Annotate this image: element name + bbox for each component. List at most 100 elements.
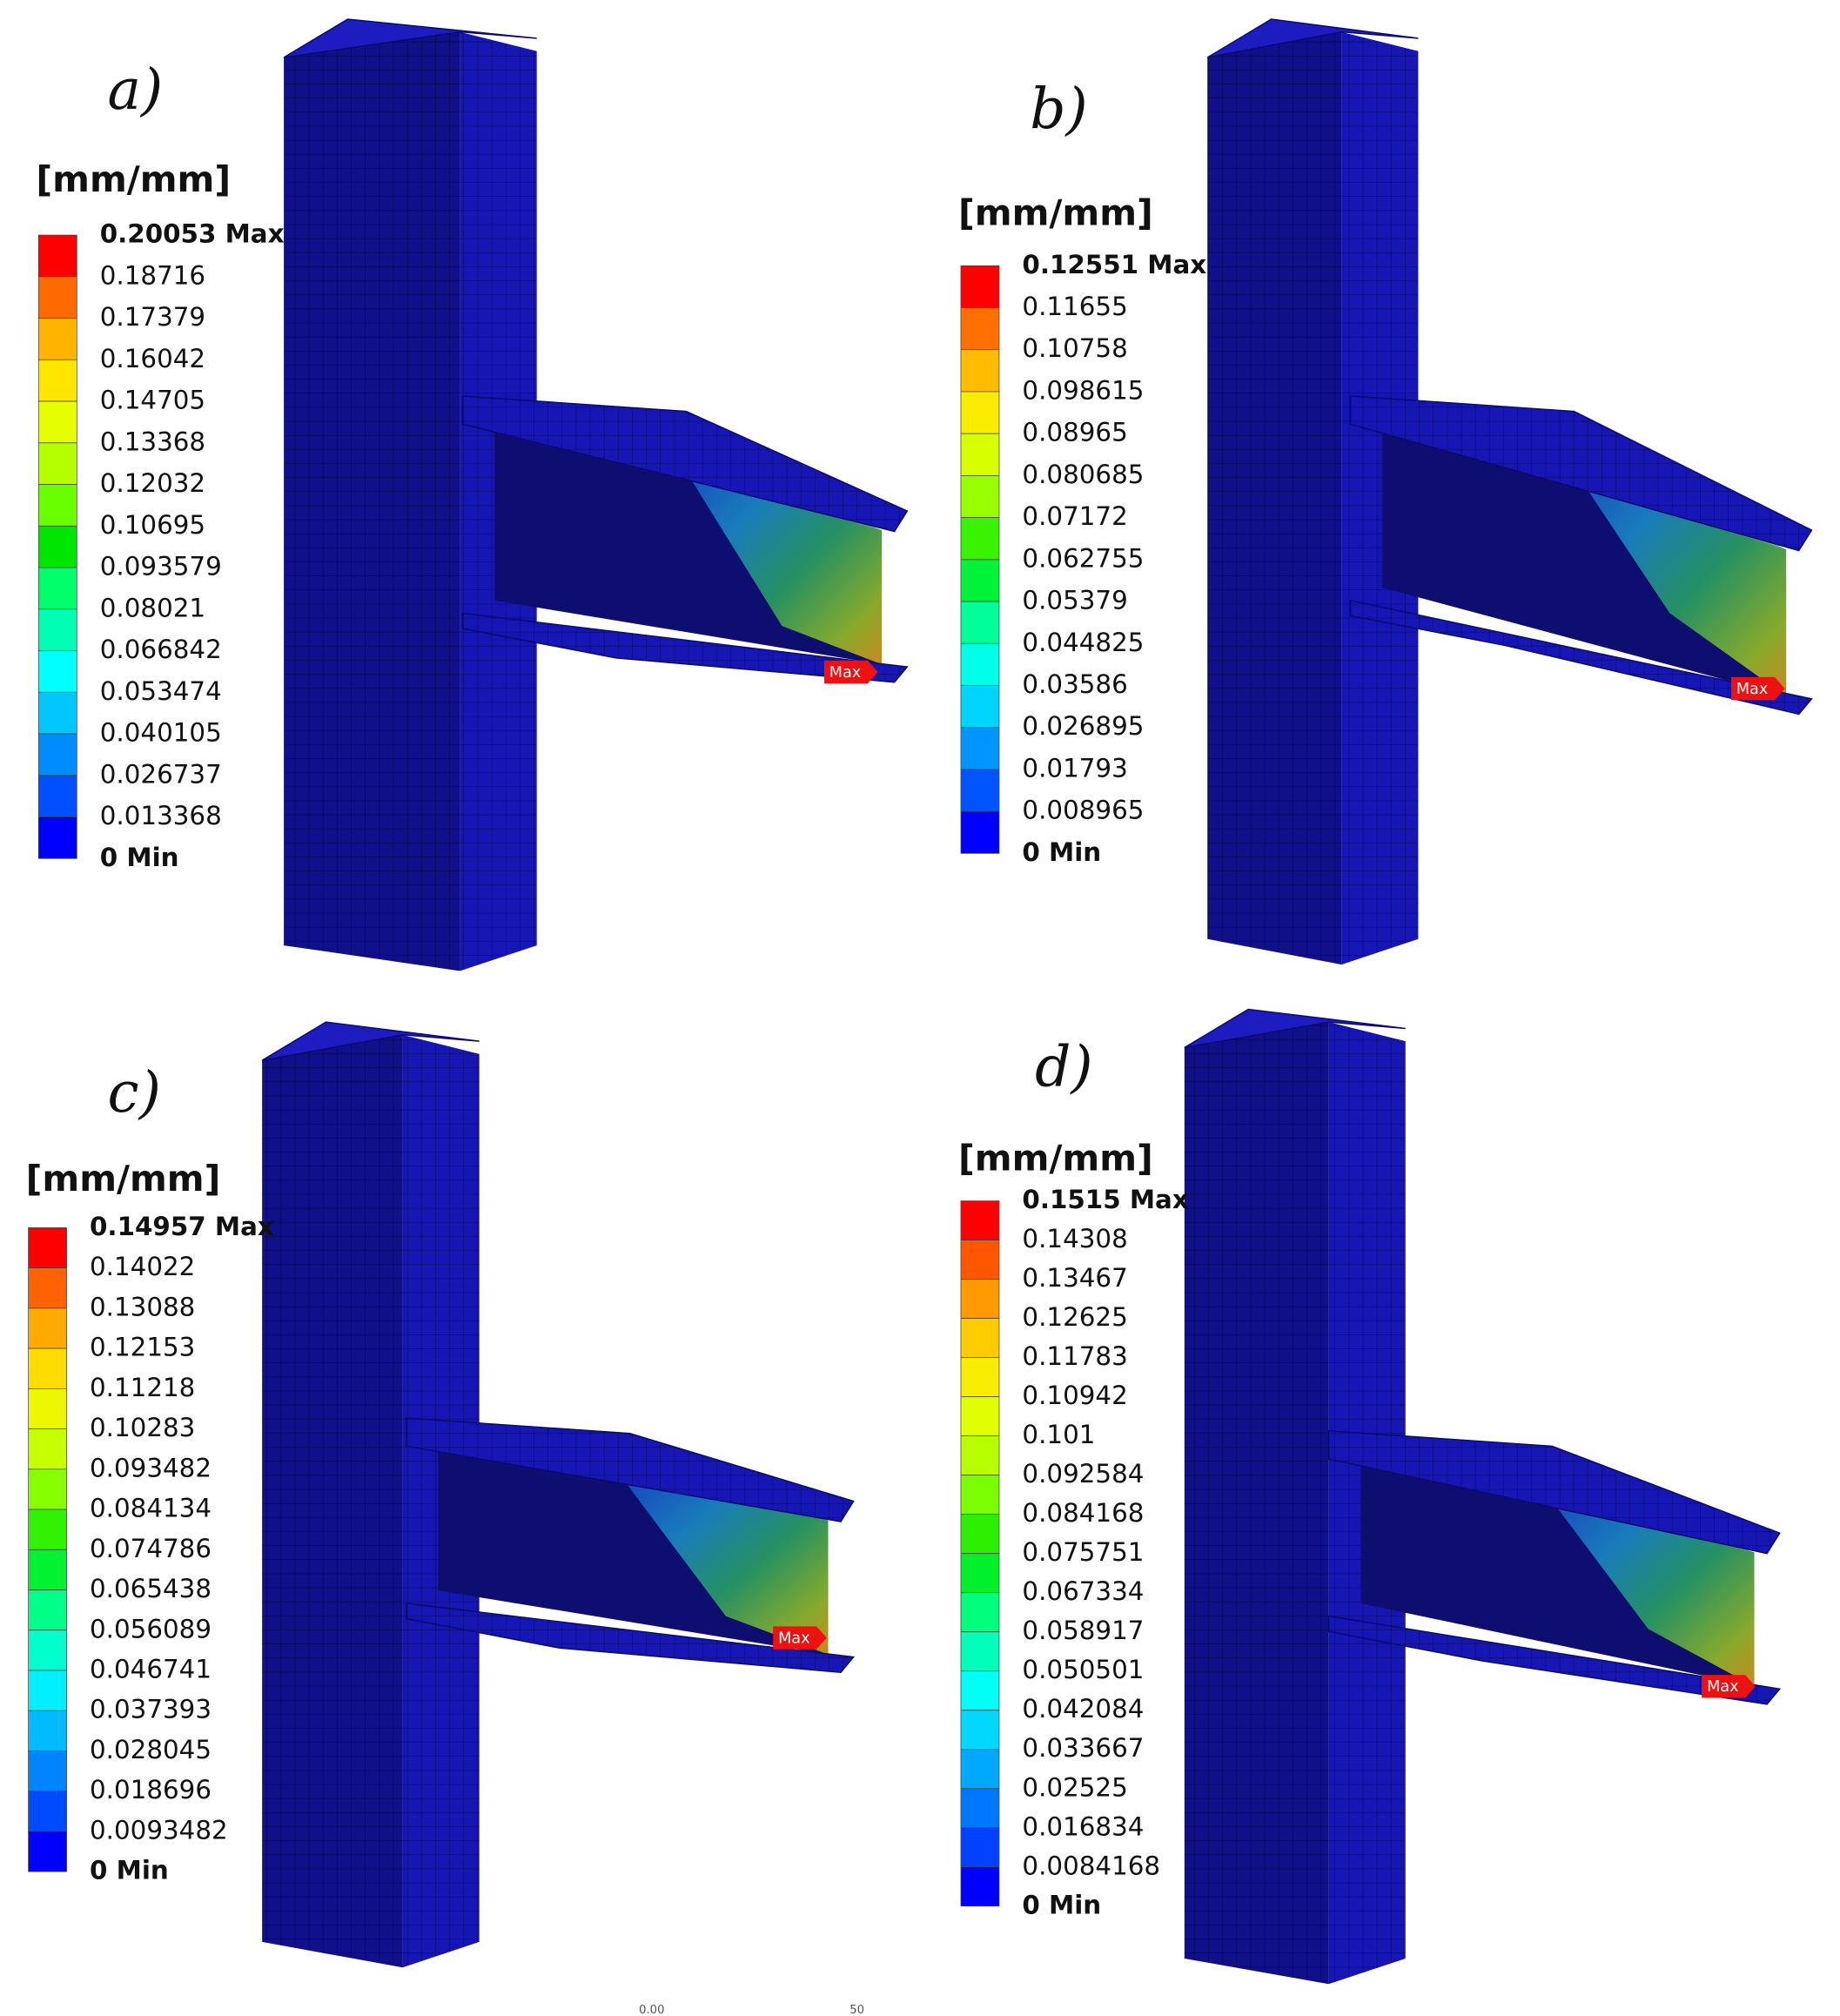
legend-band	[960, 1631, 1000, 1672]
legend-level: 0.14957 Max	[90, 1212, 274, 1241]
scale-label: 50	[849, 2004, 864, 2016]
legend-band	[960, 1788, 1000, 1829]
legend-band	[37, 733, 77, 776]
legend-level: 0.013368	[100, 801, 222, 830]
legend-band	[960, 1396, 1000, 1437]
max-tag: Max	[829, 664, 861, 682]
legend-band	[28, 1509, 67, 1550]
legend-level: 0.026895	[1022, 711, 1144, 741]
panel-label: d)	[1035, 1035, 1093, 1100]
legend-band	[37, 691, 77, 735]
column-top	[1184, 1008, 1406, 1049]
panel-label: c)	[108, 1060, 161, 1126]
max-tag-shape	[1702, 1675, 1756, 1698]
legend-level: 0.07172	[1022, 501, 1127, 531]
legend-band	[960, 349, 1000, 393]
legend-level: 0 Min	[1022, 837, 1101, 867]
legend-band	[960, 1592, 1000, 1633]
legend-band	[960, 769, 1000, 812]
column-front	[284, 31, 460, 971]
legend-level: 0.066842	[100, 635, 222, 664]
legend-band	[37, 567, 77, 610]
legend-level: 0.13368	[100, 427, 205, 456]
beam-top-flange	[1349, 395, 1813, 552]
legend-level: 0.10942	[1022, 1381, 1127, 1410]
legend-level: 0.050501	[1022, 1655, 1144, 1684]
max-tag-shape	[823, 660, 878, 684]
beam-top-flange	[461, 395, 909, 533]
legend-level: 0.037393	[90, 1695, 212, 1724]
legend-band	[960, 1240, 1000, 1280]
legend-level: 0.12153	[90, 1333, 195, 1362]
legend-band	[960, 1710, 1000, 1751]
legend-band	[960, 517, 1000, 561]
column-top	[261, 1021, 480, 1061]
legend-band	[28, 1307, 67, 1349]
legend-band	[960, 1553, 1000, 1594]
legend-level: 0.074786	[90, 1534, 212, 1563]
legend-level: 0.02525	[1022, 1772, 1127, 1802]
legend-level: 0.033667	[1022, 1733, 1144, 1763]
legend-band	[37, 484, 77, 527]
legend-level: 0.056089	[90, 1614, 212, 1643]
legend-level: 0.12551 Max	[1022, 250, 1206, 279]
legend-band	[960, 559, 1000, 602]
panel: Max a) [mm/mm] 0.20053 Max 0.18716 0.17379 0.1…	[36, 18, 909, 971]
legend-band	[37, 442, 77, 485]
legend-level: 0.093579	[100, 552, 222, 581]
legend-band	[960, 1749, 1000, 1790]
legend-band	[960, 642, 1000, 686]
legend-band	[37, 276, 77, 319]
legend-level: 0 Min	[90, 1856, 169, 1885]
legend-level: 0.028045	[90, 1735, 212, 1764]
legend-level: 0.10695	[100, 510, 205, 540]
legend-band	[28, 1388, 67, 1429]
legend-level: 0.1515 Max	[1022, 1185, 1188, 1214]
legend-level: 0.13467	[1022, 1263, 1127, 1293]
legend-level: 0.065438	[90, 1574, 212, 1603]
legend-band	[960, 1514, 1000, 1555]
legend-band	[37, 525, 77, 568]
legend-band	[37, 400, 77, 444]
legend-unit: [mm/mm]	[958, 1137, 1153, 1179]
legend-level: 0.01793	[1022, 753, 1127, 783]
legend-band	[28, 1670, 67, 1711]
legend-level: 0.093482	[90, 1453, 212, 1482]
legend-level: 0.026737	[100, 759, 222, 789]
legend-unit: [mm/mm]	[26, 1158, 221, 1200]
legend-level: 0.16042	[100, 344, 205, 373]
panel-label: b)	[1030, 77, 1088, 142]
strain-field	[1533, 1475, 1755, 1687]
legend-band	[28, 1710, 67, 1751]
legend-unit: [mm/mm]	[36, 158, 231, 200]
column-front	[262, 1034, 403, 1968]
legend-unit: [mm/mm]	[958, 192, 1153, 233]
legend-band	[28, 1630, 67, 1671]
beam-web	[1382, 421, 1787, 696]
legend-level: 0.058917	[1022, 1616, 1144, 1645]
legend-band	[37, 359, 77, 402]
legend-level: 0.046741	[90, 1654, 212, 1683]
legend-level: 0.11655	[1022, 292, 1127, 321]
column-front	[1184, 1022, 1329, 1985]
legend-band	[960, 391, 1000, 434]
max-tag: Max	[1707, 1678, 1738, 1696]
legend-band	[28, 1347, 67, 1389]
legend-band	[37, 650, 77, 693]
legend-band	[28, 1227, 67, 1269]
legend-level: 0.12625	[1022, 1302, 1127, 1332]
legend-level: 0.20053 Max	[100, 219, 285, 249]
legend-level: 0.14705	[100, 386, 205, 415]
legend-level: 0.042084	[1022, 1694, 1144, 1724]
legend-band	[28, 1428, 67, 1470]
legend-level: 0.0093482	[90, 1815, 228, 1845]
legend-band	[960, 1200, 1000, 1240]
legend-level: 0.098615	[1022, 375, 1144, 405]
panel-label: a)	[108, 57, 164, 123]
legend-band	[37, 608, 77, 651]
legend-level: 0.0084168	[1022, 1851, 1160, 1880]
legend-level: 0.18716	[100, 260, 205, 290]
legend-level: 0.10758	[1022, 333, 1127, 363]
legend-band	[960, 307, 1000, 351]
